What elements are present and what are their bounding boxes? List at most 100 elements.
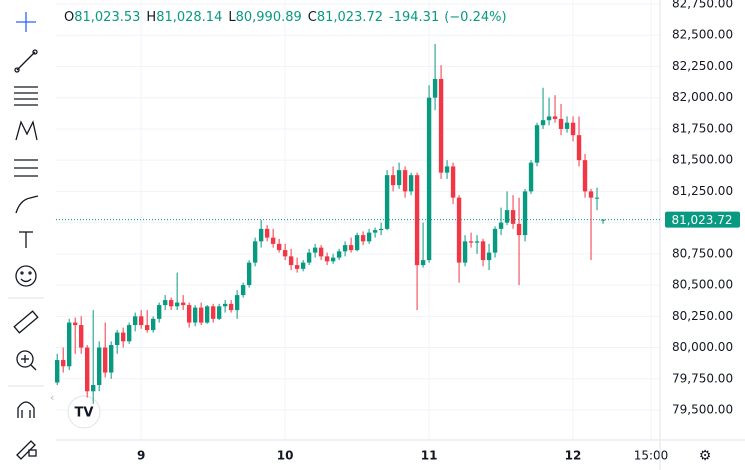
- candle-body: [456, 197, 462, 263]
- brush-tool[interactable]: [15, 195, 39, 214]
- x-tick-label: 15:00: [634, 449, 669, 463]
- trend-line-tool[interactable]: [14, 49, 38, 73]
- ohlc-label: H: [146, 10, 156, 25]
- ohlc-value: 81,023.53: [74, 10, 140, 25]
- candle-body: [516, 223, 522, 236]
- candle-body: [414, 175, 420, 266]
- candle-body: [228, 303, 234, 311]
- candle-body: [66, 322, 72, 367]
- candle-body: [324, 256, 330, 262]
- candle-body: [594, 197, 600, 199]
- candle-body: [444, 166, 450, 173]
- candle-body: [522, 191, 528, 236]
- candle-body: [180, 302, 186, 306]
- fib-tool[interactable]: [14, 86, 38, 106]
- candle-body: [342, 245, 348, 252]
- change-percent: (−0.24%): [444, 10, 506, 25]
- candle-body: [294, 265, 300, 269]
- ohlc-label: O: [64, 10, 74, 25]
- candle-body: [360, 235, 366, 242]
- candle-body: [276, 243, 282, 251]
- candle-body: [588, 191, 594, 198]
- y-tick-label: 81,750.00: [672, 121, 733, 135]
- grid: [56, 0, 660, 440]
- x-tick-label: 9: [137, 449, 145, 463]
- candle-body: [534, 125, 540, 163]
- candle-body: [318, 247, 324, 257]
- logo: [67, 395, 101, 429]
- candle-body: [402, 170, 408, 192]
- lock-draw-tool[interactable]: [16, 440, 37, 460]
- ohlc-value: 81,023.72: [317, 10, 383, 25]
- candle-body: [486, 252, 492, 261]
- candle-body: [420, 260, 426, 266]
- ohlc-label: C: [308, 10, 317, 25]
- y-tick-label: 81,250.00: [672, 184, 733, 198]
- zoom-tool[interactable]: [16, 350, 37, 371]
- candle-body: [246, 262, 252, 286]
- candle-body: [504, 210, 510, 223]
- candle-body: [330, 257, 336, 262]
- y-tick-label: 80,500.00: [672, 278, 733, 292]
- candle-body: [468, 241, 474, 243]
- candle-body: [348, 245, 354, 251]
- pattern-tool[interactable]: [15, 120, 38, 141]
- candle-body: [270, 237, 276, 244]
- candle-body: [552, 116, 558, 119]
- candle-body: [168, 300, 174, 307]
- candle-body: [192, 307, 198, 323]
- candle-body: [96, 347, 102, 386]
- crosshair-tool[interactable]: [16, 12, 36, 32]
- candle-body: [198, 307, 204, 323]
- collapse-arrow[interactable]: ‹: [50, 391, 54, 404]
- text-tool[interactable]: [19, 231, 33, 248]
- emoji-tool[interactable]: [15, 265, 37, 287]
- candle-body: [528, 162, 534, 192]
- candle-body: [300, 262, 306, 269]
- settings-icon: ⚙: [699, 448, 712, 464]
- candle-body: [474, 241, 480, 243]
- candle-body: [354, 235, 360, 251]
- candle-body: [234, 295, 240, 311]
- projection-tool[interactable]: [14, 159, 38, 177]
- candle-body: [546, 116, 552, 121]
- y-tick-label: 82,250.00: [672, 59, 733, 73]
- candle-body: [432, 78, 438, 98]
- candle-body: [258, 228, 264, 242]
- candle-body: [84, 347, 90, 392]
- candle-body: [366, 232, 372, 242]
- candle-body: [396, 170, 402, 186]
- candle-body: [540, 120, 546, 126]
- candle-body: [150, 318, 156, 331]
- toolbar: ‹ TV: [8, 12, 101, 460]
- y-tick-label: 80,750.00: [672, 246, 733, 260]
- ohlc-header: O81,023.53 H81,028.14 L80,990.89 C81,023.72…: [64, 10, 507, 25]
- candle-body: [450, 166, 456, 198]
- candle-body: [492, 228, 498, 253]
- y-tick-label: 82,750.00: [672, 0, 733, 10]
- candle-body: [78, 325, 84, 348]
- candle-body: [102, 347, 108, 373]
- candle-body: [570, 122, 576, 136]
- candle-body: [144, 325, 150, 331]
- magnet-tool[interactable]: [17, 401, 35, 418]
- candle-body: [558, 118, 564, 129]
- change-value: -194.31: [389, 10, 439, 25]
- candle-body: [426, 97, 432, 261]
- candle-body: [288, 256, 294, 266]
- candle-body: [162, 300, 168, 306]
- y-tick-label: 79,500.00: [672, 403, 733, 417]
- candle-body: [186, 305, 192, 323]
- ruler-tool[interactable]: [13, 310, 39, 334]
- x-tick-label: 12: [565, 449, 582, 463]
- candle-body: [408, 175, 414, 192]
- last-price-box: [665, 211, 740, 228]
- candle-body: [384, 175, 390, 229]
- candle-body: [306, 252, 312, 263]
- last-price-label: 81,023.72: [671, 213, 732, 227]
- candle-body: [336, 251, 342, 258]
- candle-body: [138, 316, 144, 326]
- candle-body: [120, 332, 126, 342]
